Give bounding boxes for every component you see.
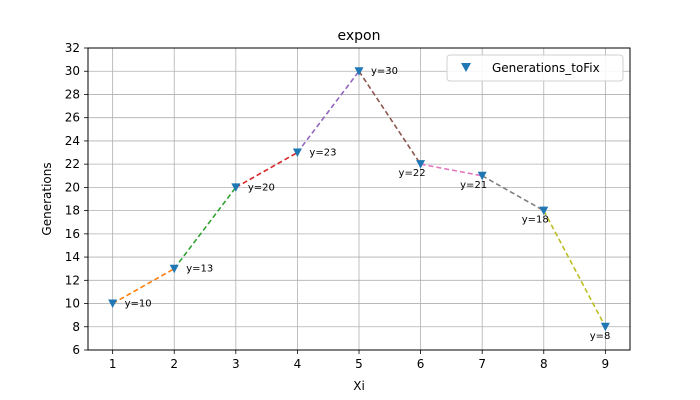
data-point	[292, 148, 302, 158]
y-tick-label: 32	[65, 41, 80, 55]
x-tick-label: 3	[232, 357, 240, 371]
data-label: y=13	[186, 264, 213, 275]
line-segment	[173, 186, 237, 270]
data-point	[600, 322, 610, 332]
x-tick-label: 6	[417, 357, 425, 371]
data-label: y=21	[460, 180, 487, 191]
y-tick-label: 24	[65, 134, 80, 148]
y-tick-label: 26	[65, 111, 80, 125]
x-tick-label: 4	[294, 357, 302, 371]
y-tick-label: 18	[65, 204, 80, 218]
data-label: y=23	[309, 148, 336, 159]
data-point	[539, 206, 549, 216]
x-tick-label: 2	[170, 357, 178, 371]
x-axis-label: Xi	[353, 379, 365, 393]
line-segment	[481, 175, 545, 212]
data-point	[231, 183, 241, 192]
line-segment	[420, 163, 483, 177]
line-segment	[235, 151, 298, 189]
line-segments	[112, 70, 607, 328]
x-tick-label: 1	[109, 357, 117, 371]
line-segment	[296, 70, 360, 154]
x-axis-ticks: 1 2 3 4 5 6 7 8 9	[109, 350, 609, 371]
y-axis-ticks: 6 8 10 12 14 16 18 20 22 24 26 28 30 32	[65, 41, 88, 357]
legend-marker-triangle-icon	[461, 63, 471, 72]
data-point	[108, 299, 118, 309]
line-segment	[112, 267, 175, 305]
data-label: y=22	[399, 168, 426, 179]
data-markers	[108, 67, 610, 332]
y-tick-label: 20	[65, 180, 80, 194]
y-tick-label: 12	[65, 273, 80, 287]
y-tick-label: 10	[65, 297, 80, 311]
x-tick-label: 9	[602, 357, 610, 371]
chart-title: expon	[338, 28, 381, 44]
y-tick-label: 16	[65, 227, 80, 241]
data-labels: y=10 y=13 y=20 y=23 y=30 y=22 y=21 y=18 y=8	[125, 66, 611, 342]
data-label: y=18	[522, 215, 549, 226]
data-label: y=8	[590, 331, 611, 342]
y-tick-label: 22	[65, 157, 80, 171]
y-axis-label: Generations	[40, 162, 54, 235]
data-label: y=10	[125, 299, 152, 310]
x-tick-label: 5	[355, 357, 363, 371]
y-tick-label: 30	[65, 64, 80, 78]
line-segment	[543, 210, 607, 328]
data-point	[354, 67, 364, 76]
data-point	[477, 171, 487, 181]
x-tick-label: 8	[540, 357, 548, 371]
data-point	[169, 264, 179, 274]
data-label: y=20	[248, 182, 275, 193]
y-tick-label: 6	[72, 343, 80, 357]
legend-label: Generations_toFix	[492, 61, 600, 75]
x-tick-label: 7	[478, 357, 486, 371]
y-tick-label: 14	[65, 250, 80, 264]
data-point	[416, 160, 426, 169]
legend: Generations_toFix	[446, 54, 624, 82]
y-tick-label: 28	[65, 87, 80, 101]
data-label: y=30	[371, 66, 398, 77]
y-tick-label: 8	[72, 320, 80, 334]
legend-box	[446, 54, 624, 82]
line-segment	[358, 70, 422, 165]
